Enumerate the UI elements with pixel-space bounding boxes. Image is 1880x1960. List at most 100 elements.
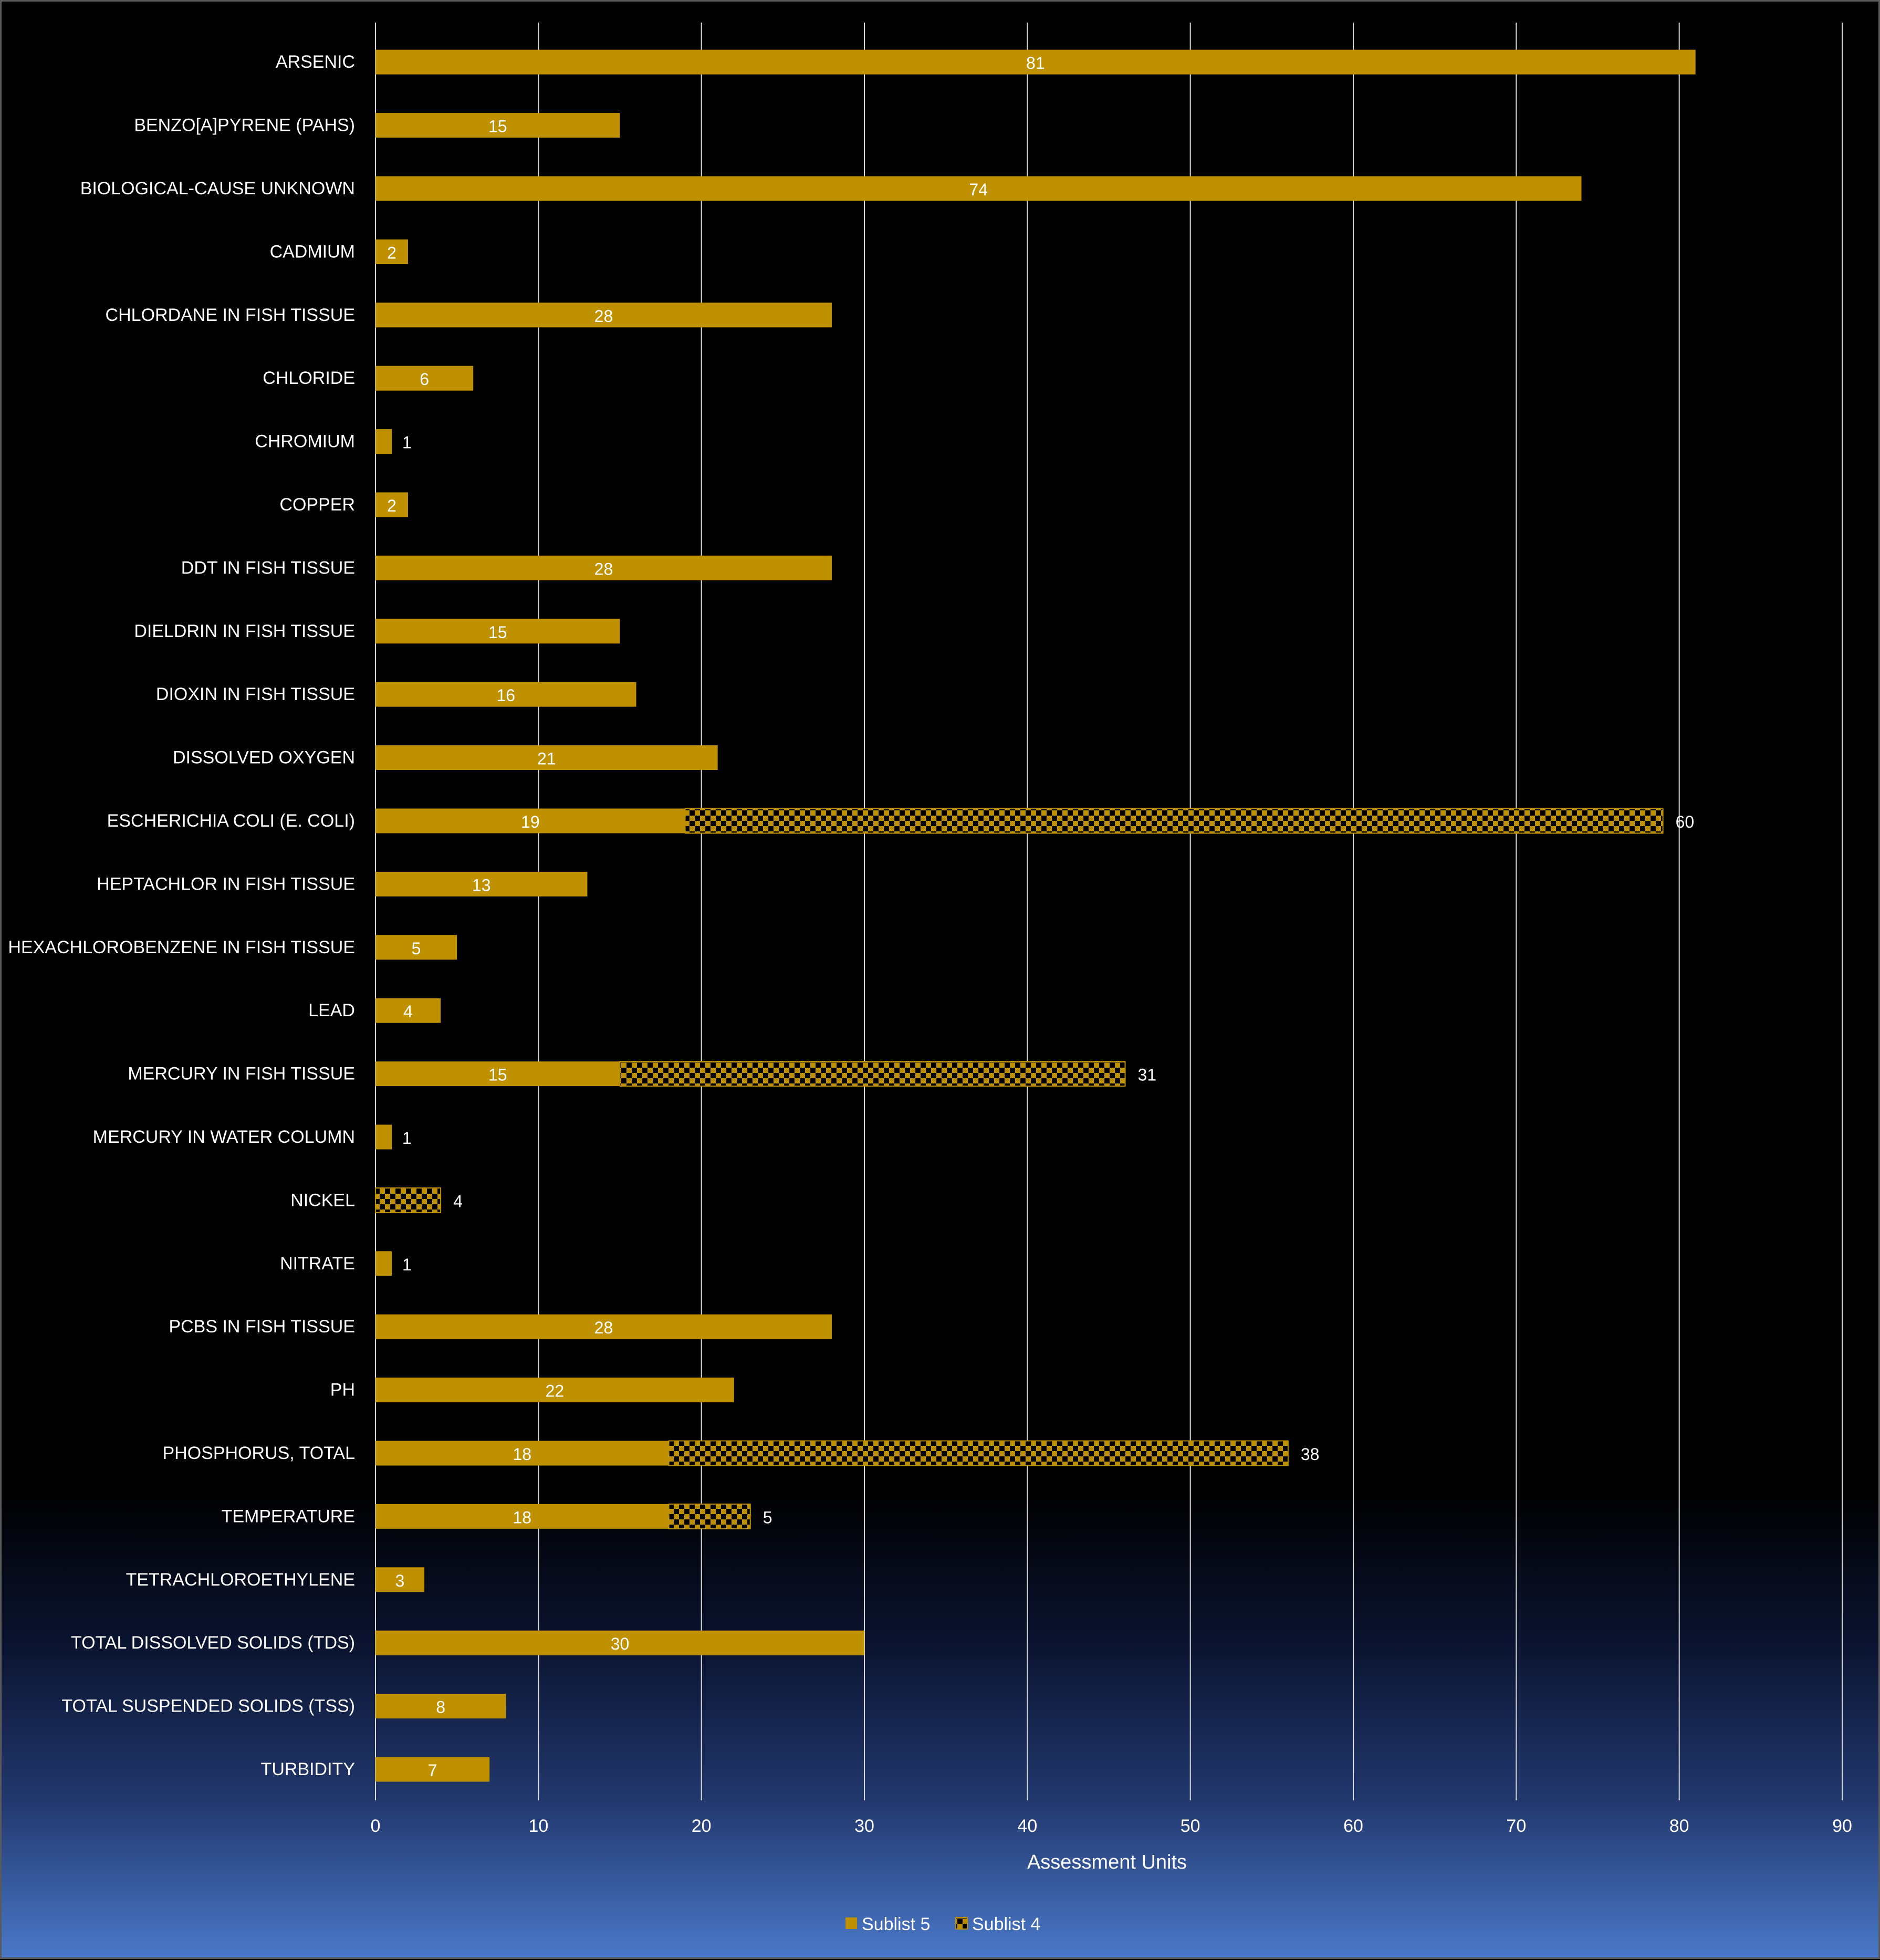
data-label-sublist-5: 13 <box>472 875 491 894</box>
category-label: DIOXIN IN FISH TISSUE <box>156 684 355 704</box>
category-label: NICKEL <box>290 1190 355 1210</box>
bar-sublist-5 <box>375 113 620 138</box>
bar-sublist-5 <box>375 935 457 960</box>
legend-label-sublist-5: Sublist 5 <box>862 1914 930 1934</box>
category-label: PCBS IN FISH TISSUE <box>169 1317 355 1337</box>
category-label: CHLORDANE IN FISH TISSUE <box>106 305 355 325</box>
category-label: LEAD <box>308 1000 355 1020</box>
bar-sublist-4 <box>375 1187 442 1213</box>
bar-sublist-5 <box>375 1567 425 1592</box>
gridlines <box>375 23 1843 1800</box>
data-label-sublist-5: 8 <box>436 1698 445 1717</box>
data-label-sublist-5: 1 <box>402 1129 412 1148</box>
category-label: BIOLOGICAL-CAUSE UNKNOWN <box>80 179 355 199</box>
data-label-sublist-5: 15 <box>488 117 507 136</box>
data-label-sublist-5: 19 <box>521 812 540 831</box>
bar-sublist-5 <box>375 429 392 454</box>
data-label-sublist-5: 6 <box>420 370 429 389</box>
data-label-sublist-5: 1 <box>402 1255 412 1274</box>
data-label-sublist-5: 16 <box>496 686 515 705</box>
x-tick-label: 0 <box>371 1816 381 1836</box>
category-label: MERCURY IN WATER COLUMN <box>93 1127 355 1147</box>
bar-sublist-4 <box>668 1503 751 1529</box>
category-label: NITRATE <box>280 1254 355 1274</box>
data-label-sublist-5: 5 <box>412 939 421 958</box>
bar-sublist-5 <box>375 1124 392 1150</box>
data-label-sublist-5: 7 <box>428 1761 437 1780</box>
bar-sublist-5 <box>375 682 636 707</box>
x-tick-label: 30 <box>854 1816 874 1836</box>
bar-sublist-5 <box>375 1630 864 1655</box>
legend-swatch-sublist-5 <box>845 1917 857 1929</box>
x-tick-label: 20 <box>692 1816 712 1836</box>
x-tick-label: 10 <box>528 1816 548 1836</box>
x-tick-label: 50 <box>1181 1816 1200 1836</box>
category-label: TURBIDITY <box>261 1759 355 1779</box>
data-label-sublist-5: 21 <box>537 749 556 768</box>
category-labels: ARSENIC BENZO[A]PYRENE (PAHS) BIOLOGICAL-C… <box>8 52 355 1779</box>
category-label: BENZO[A]PYRENE (PAHS) <box>134 116 355 135</box>
bar-sublist-5 <box>375 1441 669 1466</box>
bar-sublist-5 <box>375 555 832 580</box>
data-label-sublist-5: 2 <box>387 496 396 515</box>
category-label: COPPER <box>279 495 355 515</box>
bar-sublist-5 <box>375 1061 620 1087</box>
data-label-sublist-5: 18 <box>513 1508 532 1527</box>
x-tick-label: 60 <box>1343 1816 1363 1836</box>
bar-sublist-5 <box>375 366 474 391</box>
legend: Sublist 5 Sublist 4 <box>845 1914 1040 1934</box>
bar-sublist-5 <box>375 49 1696 75</box>
data-label-sublist-4: 31 <box>1138 1066 1157 1085</box>
category-label: MERCURY IN FISH TISSUE <box>128 1064 355 1084</box>
bar-sublist-4 <box>668 1440 1289 1466</box>
data-label-sublist-4: 60 <box>1676 812 1695 831</box>
x-axis-ticks: 0 10 20 30 40 50 60 70 80 90 <box>371 1816 1852 1836</box>
category-label: CHLORIDE <box>263 368 355 388</box>
data-label-sublist-4: 5 <box>763 1508 772 1527</box>
category-label: HEPTACHLOR IN FISH TISSUE <box>97 874 355 894</box>
bar-sublist-5 <box>375 871 588 896</box>
category-label: CHROMIUM <box>255 432 355 452</box>
bars: 81 15 74 2 28 6 1 2 28 15 16 21 19 60 13 5 4 15 31 1 4 1 28 22 1… <box>375 49 1696 1782</box>
data-label-sublist-5: 28 <box>594 307 613 326</box>
category-label: DIELDRIN IN FISH TISSUE <box>134 621 355 641</box>
data-label-sublist-5: 15 <box>488 1066 507 1085</box>
bar-sublist-5 <box>375 492 409 517</box>
category-label: HEXACHLOROBENZENE IN FISH TISSUE <box>8 937 355 957</box>
data-label-sublist-4: 38 <box>1301 1445 1320 1464</box>
category-label: TOTAL SUSPENDED SOLIDS (TSS) <box>61 1696 355 1716</box>
data-label-sublist-5: 3 <box>395 1571 405 1590</box>
data-label-sublist-5: 22 <box>546 1382 565 1401</box>
bar-sublist-5 <box>375 1694 506 1719</box>
bar-sublist-5 <box>375 176 1582 201</box>
x-tick-label: 70 <box>1506 1816 1526 1836</box>
bar-sublist-4 <box>684 808 1664 834</box>
data-label-sublist-4: 4 <box>453 1192 463 1211</box>
bar-sublist-5 <box>375 1314 832 1339</box>
category-label: ARSENIC <box>276 52 355 72</box>
bar-sublist-5 <box>375 303 832 328</box>
x-axis-title: Assessment Units <box>1027 1851 1187 1873</box>
bar-sublist-5 <box>375 998 441 1023</box>
data-label-sublist-5: 81 <box>1026 54 1045 72</box>
legend-label-sublist-4: Sublist 4 <box>972 1914 1040 1934</box>
bar-sublist-5 <box>375 1378 734 1403</box>
data-label-sublist-5: 28 <box>594 559 613 578</box>
category-label: ESCHERICHIA COLI (E. COLI) <box>107 811 355 831</box>
category-label: TEMPERATURE <box>222 1506 355 1526</box>
bar-sublist-5 <box>375 619 620 644</box>
x-tick-label: 90 <box>1832 1816 1852 1836</box>
x-tick-label: 80 <box>1669 1816 1689 1836</box>
data-label-sublist-5: 4 <box>403 1002 413 1021</box>
data-label-sublist-5: 15 <box>488 623 507 642</box>
bar-sublist-5 <box>375 1757 490 1782</box>
legend-swatch-sublist-4 <box>955 1917 968 1930</box>
data-label-sublist-5: 2 <box>387 243 396 262</box>
bar-sublist-5 <box>375 1251 392 1276</box>
bar-sublist-5 <box>375 745 718 770</box>
bar-sublist-5 <box>375 1504 669 1529</box>
category-label: CADMIUM <box>270 242 355 262</box>
bar-sublist-5 <box>375 239 409 264</box>
